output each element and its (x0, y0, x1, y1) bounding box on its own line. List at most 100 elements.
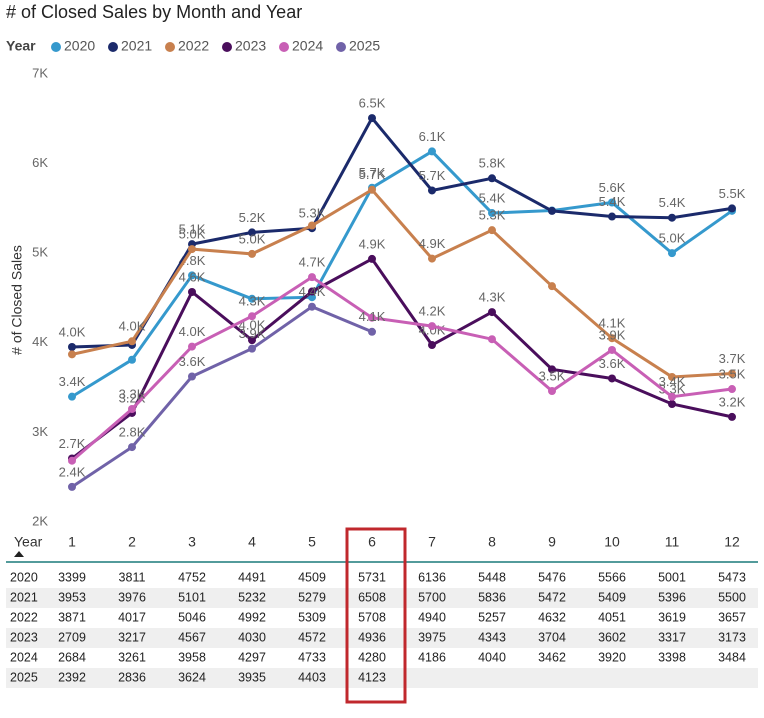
table-cell: 3602 (598, 630, 626, 644)
data-point (428, 186, 436, 195)
data-point (608, 198, 616, 207)
table-cell: 6508 (358, 590, 386, 604)
data-point (488, 335, 496, 344)
data-point (188, 287, 196, 296)
data-label: 5.7K (359, 165, 386, 180)
x-tick-label: 10 (604, 534, 620, 550)
data-label: 5.5K (719, 186, 746, 201)
legend-label: 2025 (349, 38, 380, 54)
data-point (308, 287, 316, 296)
data-point (428, 322, 436, 331)
data-point (428, 341, 436, 350)
data-point (128, 443, 136, 452)
table-cell: 4051 (598, 610, 626, 624)
x-tick-label: 5 (308, 534, 316, 550)
data-point (368, 254, 376, 263)
table-cell: 3624 (178, 670, 206, 684)
data-label: 6.5K (359, 96, 386, 111)
series-line (71, 304, 373, 489)
table-cell: 5476 (538, 570, 566, 584)
table-cell: 5279 (298, 590, 326, 604)
table-cell: 3657 (718, 610, 746, 624)
data-point (368, 327, 376, 336)
table-cell: 3811 (119, 570, 146, 584)
data-label: 4.1K (599, 316, 626, 331)
table-cell: 5500 (718, 590, 746, 604)
data-point (428, 147, 436, 156)
table-cell: 4940 (418, 610, 446, 624)
data-point (188, 372, 196, 381)
row-year: 2023 (10, 630, 38, 644)
data-point (548, 365, 556, 374)
data-point (68, 350, 76, 359)
data-point (488, 209, 496, 218)
data-point (428, 254, 436, 263)
data-point (248, 344, 256, 353)
data-label: 4.0K (239, 318, 266, 333)
data-point (248, 336, 256, 345)
row-bg (6, 628, 758, 648)
table-cell: 3975 (418, 630, 446, 644)
sort-icon (14, 551, 24, 557)
table-cell: 2392 (58, 670, 86, 684)
data-label: 5.3K (299, 206, 326, 221)
data-label: 5.6K (599, 180, 626, 195)
data-label: 4.9K (359, 236, 386, 251)
data-point (128, 355, 136, 364)
data-label: 4.1K (359, 309, 386, 324)
legend-marker (108, 42, 118, 52)
data-point (368, 185, 376, 194)
table-cell: 4030 (238, 630, 266, 644)
table-cell: 5472 (538, 590, 566, 604)
table-rows: 2020 3399 3811 4752 4491 4509 5731 6136 5448 5476… (6, 570, 758, 688)
table-cell: 3317 (658, 630, 686, 644)
table-cell: 4040 (478, 650, 506, 664)
data-label: 5.1K (179, 222, 206, 237)
table-cell: 4123 (358, 670, 386, 684)
table-cell: 5700 (418, 590, 446, 604)
data-label: 6.1K (419, 129, 446, 144)
table-cell: 4509 (298, 570, 326, 584)
table-cell: 5708 (358, 610, 386, 624)
highlight-box (345, 527, 407, 704)
table-cell: 3871 (58, 610, 86, 624)
table-cell: 4403 (298, 670, 326, 684)
chart-title: # of Closed Sales by Month and Year (6, 2, 302, 22)
x-tick-label: 2 (128, 534, 136, 550)
x-tick-label: 3 (188, 534, 196, 550)
legend-marker (336, 42, 346, 52)
table-cell: 5448 (478, 570, 506, 584)
table-cell: 3920 (598, 650, 626, 664)
legend-label: 2023 (235, 38, 266, 54)
data-label: 5.0K (659, 231, 686, 246)
data-label: 2.4K (59, 464, 86, 479)
x-tick-label: 7 (428, 534, 436, 550)
table-cell: 3217 (118, 630, 146, 644)
y-tick-label: 6K (32, 155, 48, 170)
row-year: 2024 (10, 650, 38, 664)
legend-label: 2021 (121, 38, 152, 54)
table-cell: 5309 (298, 610, 326, 624)
data-point (188, 271, 196, 280)
y-tick-label: 7K (32, 65, 48, 80)
row-year: 2020 (10, 570, 38, 584)
legend-label: 2020 (64, 38, 95, 54)
table-cell: 5473 (718, 570, 746, 584)
data-label: 3.6K (179, 354, 206, 369)
y-tick-label: 2K (32, 513, 48, 528)
table-cell: 4280 (358, 650, 386, 664)
data-point (608, 334, 616, 343)
x-tick-label: 12 (724, 534, 740, 550)
table-cell: 2836 (118, 670, 146, 684)
data-label: 4.3K (479, 290, 506, 305)
table-cell: 5836 (478, 590, 506, 604)
data-point (308, 302, 316, 311)
data-point (608, 212, 616, 221)
table-cell: 4567 (178, 630, 206, 644)
table-cell: 4992 (238, 610, 266, 624)
data-label: 4.0K (179, 324, 206, 339)
data-label: 3.9K (239, 326, 266, 341)
data-point (608, 345, 616, 354)
table-cell: 3462 (538, 650, 566, 664)
